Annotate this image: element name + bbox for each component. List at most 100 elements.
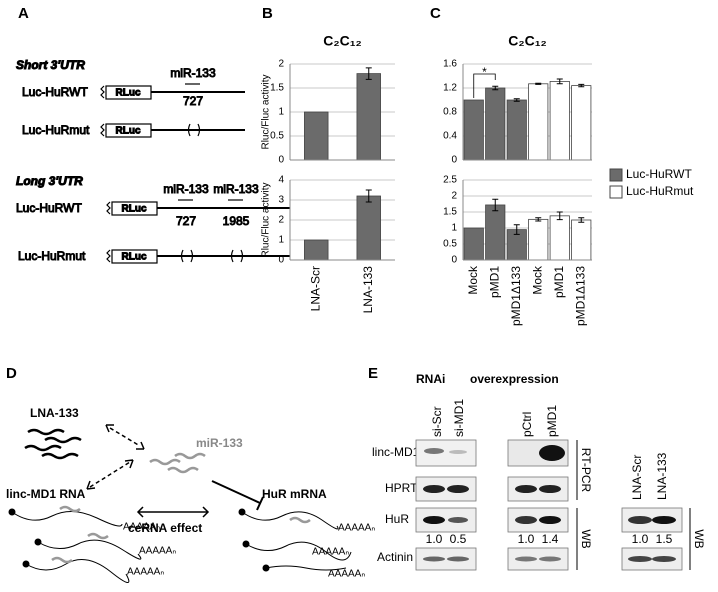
squiggle — [51, 556, 73, 564]
panel-letter: B — [262, 5, 273, 22]
section-title: Short 3'UTR — [16, 58, 85, 72]
band — [423, 485, 445, 493]
site-position: 1985 — [223, 214, 250, 228]
band — [515, 516, 537, 524]
y-tick-label: 1 — [278, 107, 284, 118]
band — [515, 485, 537, 493]
x-tick-label: pMD1Δ133 — [509, 266, 523, 326]
rna — [37, 539, 142, 560]
bands — [423, 445, 676, 562]
annotation: * — [482, 65, 487, 79]
squiggle — [59, 505, 81, 513]
band — [539, 516, 561, 524]
polya: AAAAAₙ — [328, 569, 365, 580]
bar — [571, 219, 592, 261]
band — [424, 448, 444, 454]
y-axis-label: Rluc/Fluc activity — [261, 74, 272, 149]
bar — [485, 87, 506, 161]
lane-label: LNA-133 — [655, 452, 669, 500]
box-label: RLuc — [122, 204, 147, 215]
chart-title: C₂C₁₂ — [508, 33, 546, 49]
mutation-mark — [187, 123, 201, 137]
site-name: miR-133 — [213, 182, 259, 196]
inhibition-bar — [256, 496, 264, 511]
row-label: Actinin — [377, 550, 413, 564]
blot — [415, 439, 477, 467]
zigzag — [100, 123, 105, 137]
bar — [304, 111, 329, 161]
blots — [415, 439, 683, 571]
polya: AAAAAₙ — [127, 567, 164, 578]
chart-title: C₂C₁₂ — [323, 33, 361, 49]
arrow-heads — [136, 506, 210, 518]
linc-label: linc-MD1 RNA — [6, 487, 86, 501]
mirna-squiggles — [149, 452, 206, 474]
rna — [25, 559, 130, 583]
bar — [571, 85, 592, 161]
y-tick-label: 2 — [278, 215, 284, 226]
error-bar — [513, 98, 520, 102]
group-label: overexpression — [470, 372, 559, 386]
panel-letter: D — [6, 365, 17, 382]
y-tick-label: 0 — [278, 155, 284, 166]
site-position: 727 — [176, 214, 196, 228]
band — [423, 516, 445, 524]
y-tick-label: 2 — [278, 59, 284, 70]
error-bar — [365, 67, 372, 80]
x-tick-label: Mock — [466, 265, 480, 295]
polya: AAAAAₙ — [338, 523, 375, 534]
squiggle — [167, 466, 199, 474]
dashed-arrow — [109, 427, 141, 447]
y-tick-label: 1.2 — [443, 83, 457, 94]
quantification: 1.0 — [632, 532, 649, 546]
error-bar — [578, 83, 585, 88]
y-tick-label: 0.5 — [270, 131, 284, 142]
lna-label: LNA-133 — [30, 406, 79, 420]
y-tick-label: 0.4 — [443, 131, 457, 142]
panel-letter: A — [18, 5, 29, 22]
panel-e: RNAi overexpression si-Scr si-MD1 pCtrl … — [372, 372, 706, 571]
arrow-heads — [86, 459, 134, 490]
band — [628, 516, 652, 524]
x-tick-label: pMD1 — [487, 266, 501, 298]
quantification: 0.5 — [450, 532, 467, 546]
group-label: RNAi — [416, 372, 445, 386]
mirna-label: miR-133 — [196, 436, 243, 450]
error-bar — [513, 224, 520, 235]
lane-label: si-MD1 — [452, 399, 466, 437]
lane-label: si-Scr — [430, 406, 444, 437]
y-tick-label: 0 — [278, 255, 284, 266]
quantification: 1.0 — [426, 532, 443, 546]
blot — [507, 547, 569, 571]
rna — [241, 511, 339, 530]
polya: AAAAAₙ — [123, 522, 160, 533]
y-tick-label: 0.8 — [443, 107, 457, 118]
band — [447, 485, 469, 493]
bar — [549, 81, 570, 161]
effect-label: ceRNA effect — [128, 521, 202, 535]
x-tick-label: pMD1 — [552, 266, 566, 298]
squiggle — [87, 532, 109, 540]
construct-label: Luc-HuRWT — [22, 85, 88, 99]
lane-label: LNA-Scr — [630, 455, 644, 500]
rna — [265, 565, 347, 571]
bound-mirna — [51, 505, 311, 564]
error-bar — [556, 211, 563, 221]
bar — [356, 73, 381, 161]
y-tick-label: 0.5 — [443, 239, 457, 250]
bar — [549, 215, 570, 261]
y-tick-label: 2.5 — [443, 175, 457, 186]
box-label: RLuc — [122, 252, 147, 263]
y-tick-label: 1 — [278, 235, 284, 246]
legend-swatch — [609, 185, 623, 199]
section-title: Long 3'UTR — [16, 174, 83, 188]
panel-d: LNA-133 miR-133 linc-MD1 RNA HuR mRNA ce… — [6, 406, 375, 583]
arrow-heads — [105, 424, 145, 450]
error-bar — [535, 217, 542, 222]
construct-shapes — [100, 83, 290, 264]
site-name: miR-133 — [163, 182, 209, 196]
construct-label: Luc-HuRmut — [22, 123, 90, 137]
error-bar — [535, 82, 542, 85]
row-label: HuR — [385, 512, 409, 526]
